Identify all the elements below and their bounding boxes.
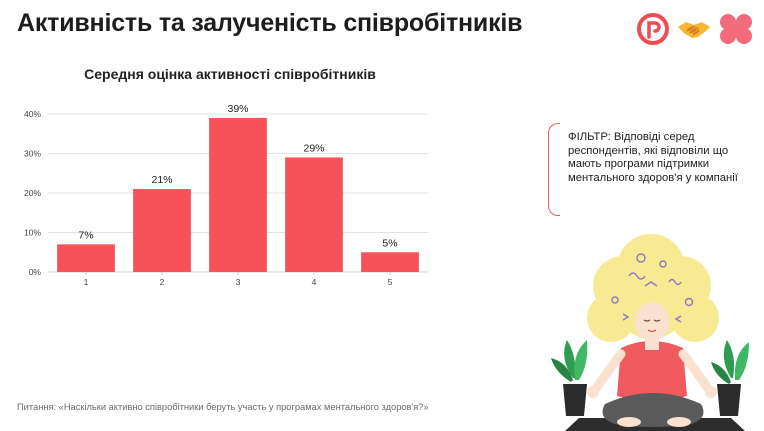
bar <box>361 252 419 272</box>
right-plant <box>711 340 749 416</box>
r-logo-icon <box>637 13 669 45</box>
bar-chart: 0% 10% 20% 30% 40% 7% 1 21% 2 39% 3 29% 4 5% 5 <box>24 103 428 287</box>
data-label: 5% <box>382 237 397 249</box>
meditation-illustration <box>551 234 749 431</box>
y-tick-label: 10% <box>24 228 41 238</box>
filter-text: ФІЛЬТР: Відповіді серед респондентів, як… <box>568 131 738 184</box>
y-tick-label: 0% <box>29 267 42 277</box>
x-tick-label: 3 <box>236 277 241 287</box>
y-tick-label: 40% <box>24 109 41 119</box>
handshake-icon <box>678 22 710 38</box>
data-label: 7% <box>78 229 93 241</box>
bar <box>57 244 115 272</box>
y-tick-label: 20% <box>24 188 41 198</box>
filter-note: ФІЛЬТР: Відповіді серед респондентів, як… <box>548 123 748 216</box>
question-footnote: Питання: «Наскільки активно співробітник… <box>17 402 429 412</box>
chart-title: Середня оцінка активності співробітників <box>84 66 376 82</box>
bar <box>133 189 191 272</box>
y-tick-label: 30% <box>24 149 41 159</box>
meditating-person <box>587 302 717 427</box>
x-tick-label: 1 <box>84 277 89 287</box>
brand-logos <box>637 13 752 45</box>
data-label: 29% <box>303 142 324 154</box>
left-plant <box>551 340 588 416</box>
flower-logo-icon <box>720 14 752 44</box>
x-tick-label: 2 <box>160 277 165 287</box>
page-title: Активність та залученість співробітників <box>17 9 523 37</box>
x-tick-label: 4 <box>312 277 317 287</box>
thought-doodles <box>611 253 694 323</box>
filter-bracket <box>548 123 560 216</box>
data-label: 21% <box>151 174 172 186</box>
bar <box>285 157 343 272</box>
x-tick-label: 5 <box>388 277 393 287</box>
data-label: 39% <box>227 103 248 115</box>
bar <box>209 117 267 272</box>
